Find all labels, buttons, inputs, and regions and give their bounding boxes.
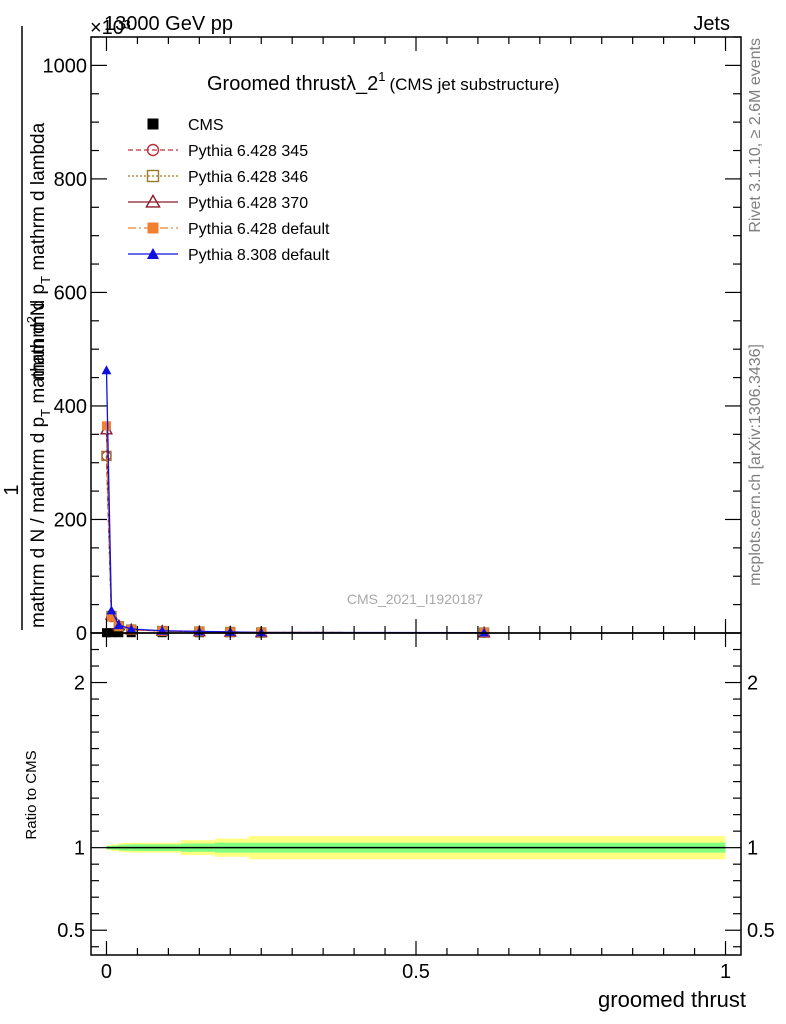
title-sup: 1 <box>378 69 385 84</box>
ratio-bands <box>106 836 726 860</box>
y-tick-label: 600 <box>54 282 87 304</box>
ylabel-upper-sup: 2 <box>24 316 39 323</box>
legend: CMS Pythia 6.428 345 Pythia 6.428 346 Pythi… <box>128 117 330 264</box>
mcplots-label: mcplots.cern.ch [arXiv:1306.3436] <box>747 344 764 586</box>
upper-ylabel: 1 mathrm d N / mathrm d pT mathrm d2N ma… <box>1 26 53 630</box>
data-point <box>106 612 116 622</box>
legend-marker <box>145 193 161 208</box>
legend-marker <box>146 169 160 183</box>
x-tick-label: 0.5 <box>402 961 430 983</box>
ylabel-upper-den-text: mathrm d p <box>28 284 49 380</box>
y-tick-label: 800 <box>54 169 87 191</box>
chart-title: Groomed thrustλ_21 (CMS jet substructure) <box>207 69 559 95</box>
legend-entry-pdef: Pythia 6.428 default <box>128 221 330 238</box>
legend-label: Pythia 8.308 default <box>188 247 330 264</box>
legend-label: CMS <box>188 117 224 134</box>
legend-entry-p370: Pythia 6.428 370 <box>128 193 308 212</box>
ratio-ylabel: Ratio to CMS <box>23 750 40 839</box>
data-point <box>126 624 137 634</box>
axes-layer: 0 0.5 1 0 200 400 600 800 1000 0.5 0.5 1 1 2 2 <box>43 36 775 983</box>
data-point <box>113 620 124 630</box>
legend-marker <box>146 143 160 157</box>
data-point <box>479 627 490 637</box>
legend-label: Pythia 6.428 345 <box>188 143 308 160</box>
ratio-y-tick-label-left: 2 <box>74 673 85 695</box>
legend-entry-p345: Pythia 6.428 345 <box>128 143 308 160</box>
series-p346 <box>101 450 490 638</box>
legend-entry-p8: Pythia 8.308 default <box>128 247 330 264</box>
y-tick-label: 1000 <box>43 55 88 77</box>
plot-frame <box>90 632 742 956</box>
legend-entry-p346: Pythia 6.428 346 <box>128 169 308 186</box>
legend-marker <box>146 247 160 259</box>
x-tick-label: 1 <box>720 961 731 983</box>
x-axis-label: groomed thrust <box>598 987 746 1012</box>
ylabel-upper-den-sub: T <box>38 276 53 284</box>
ratio-y-tick-label-right: 2 <box>747 673 758 695</box>
y-tick-label: 200 <box>54 509 87 531</box>
header-process: 13000 GeV pp <box>104 13 233 35</box>
ylabel-den-left: mathrm d N / mathrm d p <box>28 417 49 628</box>
ylabel-fraction-num: 1 <box>1 484 23 495</box>
x-tick-label: 0 <box>101 961 112 983</box>
legend-marker <box>147 118 159 130</box>
data-point <box>101 365 112 375</box>
title-sub: (CMS jet substructure) <box>389 75 559 94</box>
watermark: CMS_2021_I1920187 <box>347 591 483 607</box>
ylabel-den-sub: T <box>38 409 53 417</box>
title-main: Groomed thrust <box>207 73 346 95</box>
rivet-label: Rivet 3.1.10, ≥ 2.6M events <box>747 38 764 233</box>
ylabel-upper-denominator: mathrm d pT mathrm d lambda <box>28 122 53 380</box>
series-p345 <box>101 450 490 638</box>
ylabel-upper-den-tail: mathrm d lambda <box>28 122 49 276</box>
title-lambda: λ_2 <box>346 73 378 95</box>
legend-entry-data: CMS <box>147 117 224 134</box>
ratio-y-tick-label-left: 0.5 <box>57 920 85 942</box>
ratio-y-tick-label-left: 1 <box>74 838 85 860</box>
ylabel-upper-N: N <box>28 302 49 316</box>
legend-label: Pythia 6.428 370 <box>188 195 308 212</box>
svg-text:mathrm d N / mathrm d pT mathr: mathrm d N / mathrm d pT mathrm d2N <box>24 302 53 628</box>
y-tick-label: 0 <box>76 623 87 645</box>
legend-marker <box>147 222 159 234</box>
legend-label: Pythia 6.428 346 <box>188 169 308 186</box>
data-point <box>106 605 117 615</box>
y-tick-label: 400 <box>54 396 87 418</box>
svg-text:mathrm d pT mathrm d lambda: mathrm d pT mathrm d lambda <box>28 122 53 380</box>
ylabel-upper-den: mathrm d <box>28 323 49 403</box>
y-multiplier: ×10³ <box>90 17 131 39</box>
header-category: Jets <box>693 13 730 35</box>
ylabel-denominator: mathrm d N / mathrm d pT mathrm d2N <box>24 302 53 628</box>
legend-label: Pythia 6.428 default <box>188 221 330 238</box>
ratio-y-tick-label-right: 1 <box>747 838 758 860</box>
data-point <box>101 421 111 431</box>
ratio-y-tick-label-right: 0.5 <box>747 920 775 942</box>
